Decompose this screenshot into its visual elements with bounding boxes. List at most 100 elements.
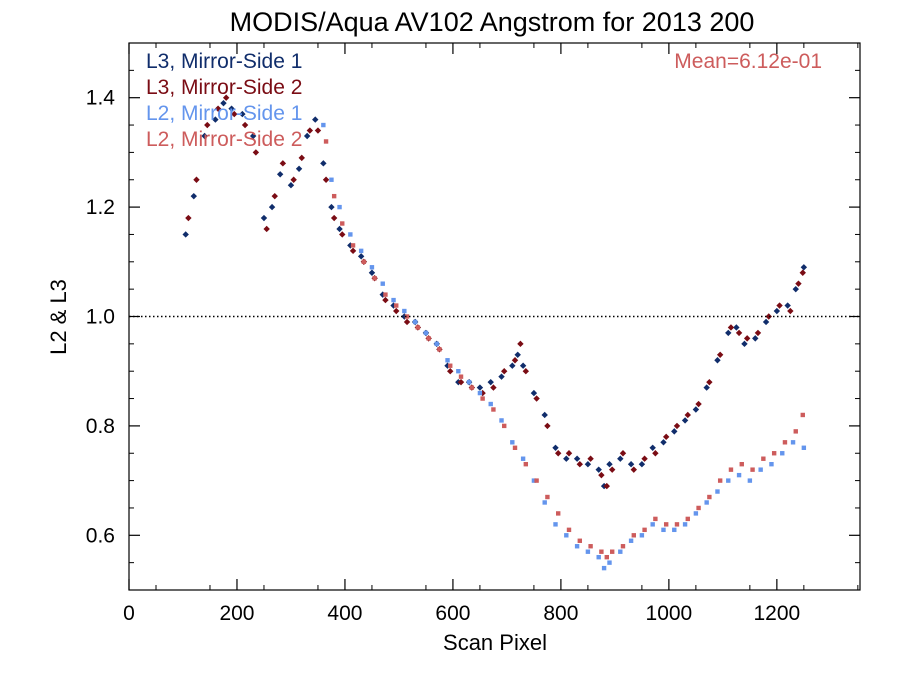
data-point	[541, 411, 548, 419]
data-point	[604, 554, 609, 560]
data-point	[369, 265, 375, 270]
axes: 0 200 400 600 800 1000 1200 0.6 0.8 1.0 1.2 1.4	[86, 42, 861, 625]
data-point	[214, 105, 222, 112]
x-tick-label: 1200	[753, 602, 800, 625]
data-point	[631, 533, 636, 538]
data-point	[204, 121, 211, 129]
data-point	[434, 341, 439, 347]
data-point	[733, 324, 740, 331]
data-point	[606, 460, 613, 468]
data-point	[394, 303, 399, 308]
x-tick-label: 400	[327, 602, 362, 625]
data-point	[295, 165, 303, 173]
data-point	[784, 302, 791, 309]
data-point	[477, 390, 483, 396]
data-point	[312, 116, 319, 123]
data-point	[736, 472, 742, 478]
data-point	[673, 422, 681, 430]
data-point	[511, 357, 519, 364]
data-point	[212, 116, 219, 123]
data-point	[336, 225, 343, 233]
x-tick-label: 600	[435, 602, 470, 625]
data-point	[695, 400, 702, 408]
data-point	[445, 358, 450, 363]
data-point	[501, 368, 508, 375]
data-point	[380, 281, 385, 286]
data-point	[279, 160, 287, 167]
data-point	[263, 225, 270, 233]
data-point	[684, 411, 691, 419]
data-point	[339, 231, 346, 238]
data-point	[222, 94, 230, 101]
data-point	[415, 325, 421, 330]
y-axis-title: L2 & L3	[46, 279, 71, 355]
data-point	[790, 440, 796, 445]
data-point	[776, 302, 783, 309]
legend-entry-3: L2, Mirror-Side 1	[146, 102, 302, 125]
data-point	[596, 554, 601, 560]
data-point	[514, 351, 521, 358]
data-point	[672, 527, 677, 533]
data-point	[743, 335, 751, 342]
data-point	[619, 450, 627, 457]
data-point	[268, 203, 276, 211]
data-point	[617, 455, 624, 462]
data-point	[706, 378, 713, 386]
y-tick-label: 1.2	[86, 196, 115, 219]
data-point	[758, 467, 763, 472]
data-point	[466, 379, 472, 385]
data-point	[228, 105, 235, 112]
data-point	[725, 329, 732, 337]
data-point	[627, 460, 635, 468]
data-point	[628, 538, 634, 543]
data-point	[512, 445, 518, 450]
data-point	[795, 280, 802, 287]
data-point	[239, 110, 246, 118]
data-point	[662, 433, 670, 441]
data-point	[750, 467, 755, 472]
data-point	[739, 461, 744, 467]
data-points	[182, 94, 808, 571]
data-point	[320, 160, 327, 167]
data-point	[618, 549, 623, 554]
data-point	[276, 171, 284, 178]
data-point	[726, 478, 731, 483]
data-point	[601, 565, 607, 571]
data-point	[801, 445, 807, 450]
data-point	[361, 259, 367, 264]
data-point	[382, 296, 389, 304]
data-point	[368, 269, 376, 276]
data-point	[402, 308, 407, 314]
data-point	[682, 522, 688, 527]
data-point	[752, 335, 759, 342]
data-point	[522, 368, 530, 375]
data-point	[490, 384, 497, 391]
data-point	[337, 204, 342, 210]
data-point	[487, 378, 494, 386]
data-point	[391, 297, 396, 303]
series-3-points	[321, 122, 807, 571]
data-point	[182, 231, 189, 238]
data-point	[696, 505, 701, 511]
y-tick-label: 0.8	[86, 415, 115, 438]
series-4-points	[323, 139, 805, 560]
data-point	[728, 467, 734, 472]
data-point	[787, 307, 794, 315]
data-point	[608, 466, 616, 473]
data-point	[328, 203, 335, 211]
data-point	[565, 450, 573, 457]
data-point	[358, 248, 364, 254]
data-point	[754, 329, 762, 337]
data-point	[598, 471, 605, 479]
data-point	[566, 527, 572, 533]
data-point	[641, 455, 648, 462]
data-point	[321, 122, 326, 128]
data-point	[499, 418, 504, 423]
data-point	[437, 347, 442, 352]
data-point	[517, 340, 524, 348]
data-point	[599, 549, 604, 554]
data-point	[498, 373, 505, 380]
data-point	[747, 478, 753, 483]
legend: L3, Mirror-Side 1 L3, Mirror-Side 2 L2, Mi…	[146, 50, 302, 151]
data-point	[480, 396, 485, 401]
